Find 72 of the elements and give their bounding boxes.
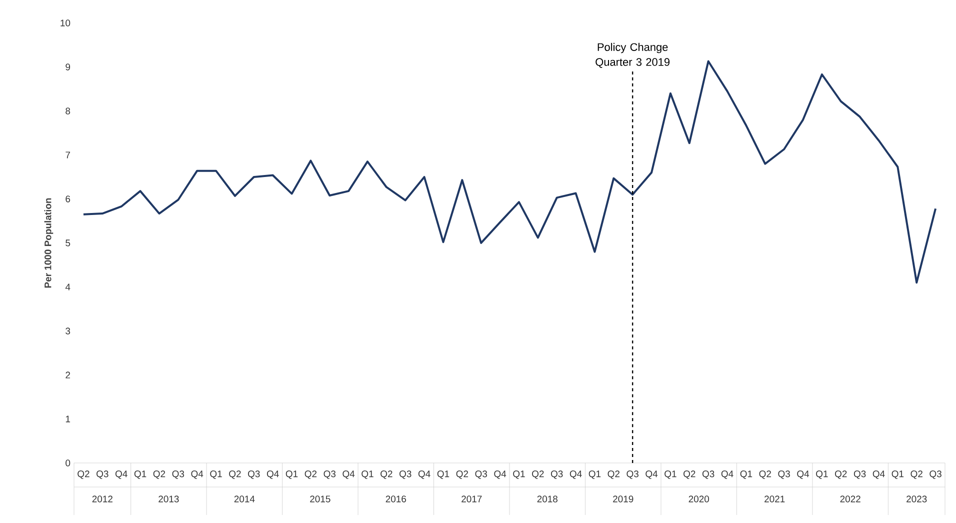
x-tick-label: Q2 [608,470,620,479]
x-tick-label: Q1 [286,470,298,479]
x-tick-label: Q3 [778,470,790,479]
x-tick-label: Q2 [380,470,392,479]
text: 2015 [310,496,330,502]
x-tick-label: Q4 [115,470,128,479]
x-tick-label: Q3 [854,470,866,479]
y-tick-label: 0 [66,460,70,466]
x-tick-label: Q4 [418,470,430,479]
x-tick-label: Q3 [172,470,184,479]
x-tick-label: Q2 [684,470,696,479]
x-tick-label: Q2 [229,470,241,479]
text: 2017 [462,496,482,502]
x-tick-label: Q2 [759,470,771,479]
x-tick-label: Q1 [362,470,374,479]
x-tick-label: Q1 [588,470,601,479]
x-tick-label: Q2 [153,470,166,479]
x-tick-label: Q2 [835,470,847,479]
annotation: Policy Change Quarter 3 2019 [596,42,670,68]
x-tick-label: Q3 [930,470,942,479]
x-tick-label: Q2 [456,470,468,479]
x-tick-label: Q3 [248,470,260,479]
text: 2019 [613,496,634,502]
y-tick-label: 3 [66,328,70,334]
line-series [82,60,937,284]
x-tick-label: Q3 [400,470,412,479]
text: 2018 [537,496,558,502]
x-tick-label: Q4 [646,470,658,479]
x-tick-label: Q3 [626,470,638,479]
y-tick-label: 7 [66,152,70,158]
x-tick-label: Q2 [910,470,922,479]
text: 2023 [906,496,927,502]
text: 2012 [92,496,112,502]
x-tick-label: Q1 [513,470,525,479]
x-tick-label: Q4 [570,470,582,479]
x-tick-label: Q1 [816,470,828,479]
y-tick-label: 8 [66,108,70,114]
x-tick-label: Q2 [532,470,544,479]
x-tick-label: Q1 [664,470,676,479]
y-tick-label: 10 [60,20,70,26]
x-tick-label: Q4 [872,470,885,479]
y-tick-label: 1 [66,416,70,422]
text: 2014 [234,496,255,502]
x-tick-label: Q3 [702,470,714,479]
x-tick-label: Q3 [96,470,108,479]
y-axis-title: Per 1000 Population [44,198,54,288]
x-tick-label: Q3 [324,470,336,479]
text: 2022 [840,496,860,502]
y-tick-label: 5 [66,240,70,246]
x-tick-label: Q1 [134,470,146,479]
x-tick-label: Q1 [210,470,222,479]
x-tick-label: Q1 [437,470,450,479]
x-tick-label: Q4 [797,470,810,479]
y-tick-label: 6 [66,196,70,202]
text: 2021 [764,496,785,502]
x-tick-label: Q1 [740,470,752,479]
x-tick-label: Q4 [266,470,279,479]
x-tick-label: Q1 [892,470,904,479]
y-tick-label: 4 [65,284,70,290]
x-tick-label: Q4 [721,470,734,479]
y-tick-label: 2 [66,372,70,378]
x-tick-label: Q4 [342,470,355,479]
x-tick-label: Q2 [78,470,90,479]
x-tick-label: Q2 [304,470,317,479]
x-tick-label: Q3 [550,470,563,479]
text: 2016 [386,496,406,502]
x-tick-label: Q4 [494,470,506,479]
text: 2020 [688,496,710,502]
x-tick-label: Q4 [191,470,204,479]
x-tick-label: Q3 [475,470,487,479]
y-tick-label: 9 [66,64,70,70]
text: 2013 [158,496,179,502]
